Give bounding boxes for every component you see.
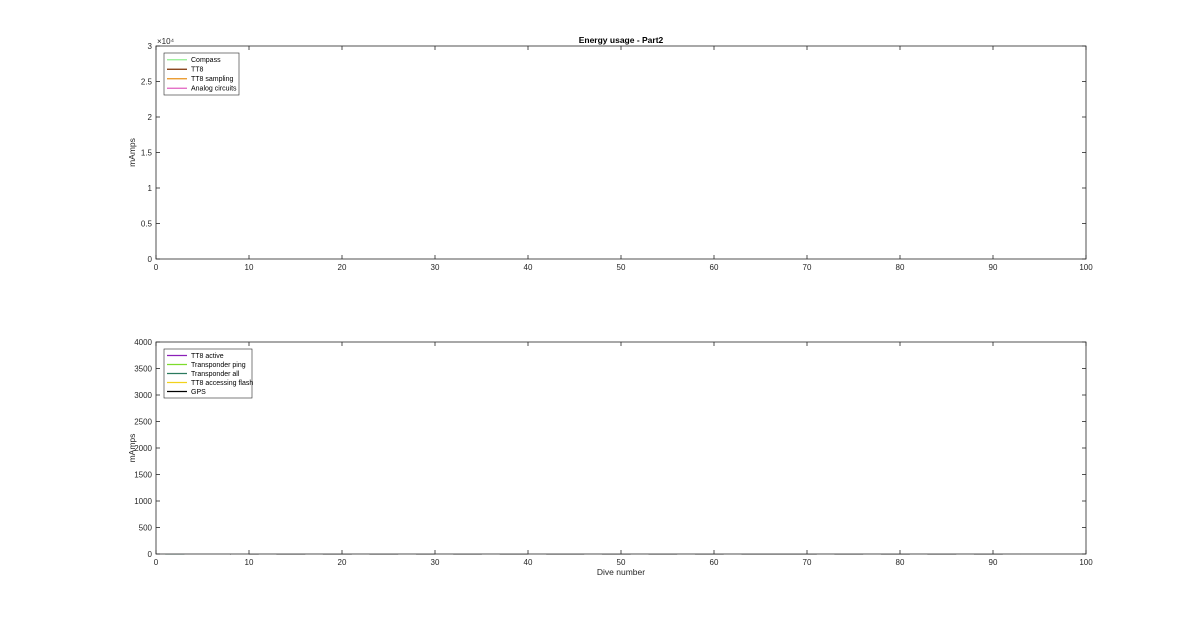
y-tick-label: 1.5	[141, 149, 153, 158]
x-tick-label: 40	[524, 558, 533, 567]
axes-frame	[155, 45, 1087, 260]
x-tick-label: 60	[710, 263, 719, 272]
y-tick-label: 2000	[134, 444, 152, 453]
x-tick-label: 40	[524, 263, 533, 272]
y-tick-label: 2500	[134, 418, 152, 427]
x-tick-label: 80	[896, 558, 905, 567]
legend-entry: TT8 sampling	[191, 76, 234, 83]
y-tick-label: 3000	[134, 391, 152, 400]
y-axis-label: mAmps	[127, 434, 137, 463]
y-tick-label: 3500	[134, 365, 152, 374]
y-tick-label: 2	[148, 113, 153, 122]
x-tick-label: 10	[245, 558, 254, 567]
legend-entry: GPS	[191, 389, 206, 396]
legend-entry: Compass	[191, 57, 221, 64]
legend-entry: TT8 active	[191, 353, 224, 360]
x-tick-label: 50	[617, 263, 626, 272]
x-tick-label: 70	[803, 558, 812, 567]
y-tick-label: 0	[148, 255, 153, 264]
x-tick-label: 100	[1079, 558, 1093, 567]
legend-entry: Analog circuits	[191, 86, 237, 93]
legend-entry: Transponder all	[191, 371, 240, 378]
x-tick-label: 70	[803, 263, 812, 272]
legend-entry: TT8 accessing flash	[191, 380, 253, 387]
x-tick-label: 10	[245, 263, 254, 272]
axes-frame	[155, 341, 1087, 555]
chart-panel-1: 0 10 20 30 40 50 60 70 80 90 100 0 0.5 1 1.5 2 2.5 3 ×10⁴ E…	[127, 35, 1093, 272]
legend-entry: TT8	[191, 67, 204, 74]
x-tick-label: 30	[431, 558, 440, 567]
x-tick-label: 80	[896, 263, 905, 272]
x-tick-label: 20	[338, 263, 347, 272]
x-tick-label: 100	[1079, 263, 1093, 272]
x-tick-label: 20	[338, 558, 347, 567]
y-tick-label: 500	[139, 524, 153, 533]
chart-panel-2: 0 10 20 30 40 50 60 70 80 90 100050010001500200025…	[127, 338, 1093, 577]
chart-title: Energy usage - Part2	[579, 35, 664, 45]
y-tick-label: 0	[148, 550, 153, 559]
x-tick-label: 0	[154, 263, 159, 272]
y-tick-label: 1	[148, 184, 153, 193]
y-tick-label: 0.5	[141, 220, 153, 229]
y-axis-label: mAmps	[127, 138, 137, 167]
x-tick-label: 90	[989, 263, 998, 272]
y-tick-label: 2.5	[141, 78, 153, 87]
x-axis-label: Dive number	[597, 567, 645, 577]
legend: Compass TT8 TT8 sampling Analog circuits	[163, 52, 240, 96]
x-tick-label: 0	[154, 558, 159, 567]
y-exponent-label: ×10⁴	[157, 37, 175, 46]
y-tick-label: 1500	[134, 471, 152, 480]
x-tick-label: 90	[989, 558, 998, 567]
y-tick-label: 1000	[134, 497, 152, 506]
legend: TT8 active Transponder ping Transponder al…	[163, 348, 253, 399]
x-tick-label: 30	[431, 263, 440, 272]
x-tick-label: 60	[710, 558, 719, 567]
x-tick-label: 50	[617, 558, 626, 567]
y-tick-label: 3	[148, 42, 153, 51]
legend-entry: Transponder ping	[191, 362, 246, 369]
y-tick-label: 4000	[134, 338, 152, 347]
